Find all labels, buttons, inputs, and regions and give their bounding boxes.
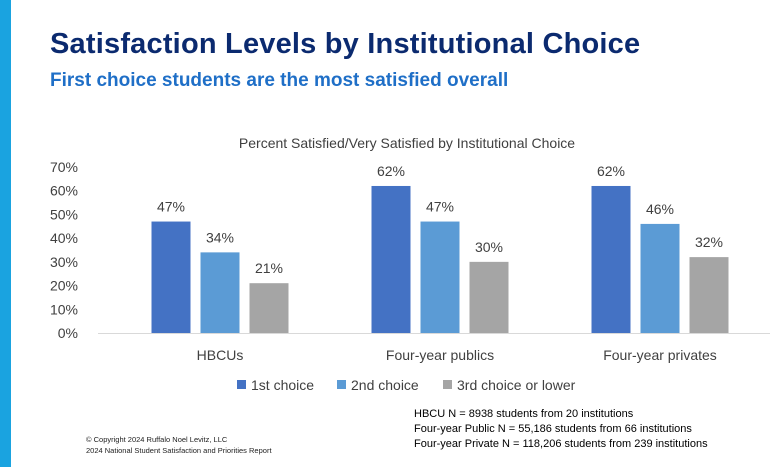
accent-bar [0, 0, 11, 467]
legend-swatch [337, 380, 346, 389]
slide-title: Satisfaction Levels by Institutional Cho… [50, 28, 641, 60]
copyright-text: © Copyright 2024 Ruffalo Noel Levitz, LL… [86, 435, 228, 444]
bar-2nd-choice [420, 221, 460, 333]
bar-1st-choice [591, 185, 631, 333]
y-tick-label: 50% [50, 206, 78, 222]
bar-2nd-choice [200, 252, 240, 333]
bar-1st-choice [371, 185, 411, 333]
footer: © Copyright 2024 Ruffalo Noel Levitz, LL… [86, 434, 272, 456]
legend-label: 3rd choice or lower [457, 377, 576, 393]
note-private: Four-year Private N = 118,206 students f… [414, 438, 708, 450]
chart-title: Percent Satisfied/Very Satisfied by Inst… [239, 135, 575, 151]
x-category-label: HBCUs [197, 347, 244, 363]
sample-size-notes: HBCU N = 8938 students from 20 instituti… [414, 407, 708, 452]
y-tick-label: 60% [50, 183, 78, 199]
legend-swatch [237, 380, 246, 389]
bar-3rd-choice-or-lower [249, 283, 289, 333]
legend-label: 1st choice [251, 377, 314, 393]
bar-data-label: 47% [426, 199, 454, 215]
y-axis: 0% 10% 20% 30% 40% 50% 60% 70% [50, 159, 78, 341]
bar-data-label: 32% [695, 234, 723, 250]
note-hbcu: HBCU N = 8938 students from 20 instituti… [414, 408, 634, 420]
bars: 47% 34% 21% 62% 47% 30% 62% 46% 32% [151, 163, 729, 333]
bar-3rd-choice-or-lower [469, 261, 509, 333]
bar-data-label: 30% [475, 239, 503, 255]
legend-label: 2nd choice [351, 377, 419, 393]
slide-subtitle: First choice students are the most satis… [50, 70, 509, 91]
y-tick-label: 30% [50, 254, 78, 270]
x-category-label: Four-year privates [603, 347, 717, 363]
y-tick-label: 20% [50, 278, 78, 294]
bar-3rd-choice-or-lower [689, 257, 729, 333]
x-axis: HBCUs Four-year publics Four-year privates [98, 333, 770, 363]
x-category-label: Four-year publics [386, 347, 494, 363]
bar-data-label: 62% [597, 163, 625, 179]
y-tick-label: 70% [50, 159, 78, 175]
bar-data-label: 34% [206, 229, 234, 245]
bar-data-label: 47% [157, 199, 185, 215]
y-tick-label: 10% [50, 301, 78, 317]
bar-data-label: 62% [377, 163, 405, 179]
bar-data-label: 21% [255, 260, 283, 276]
y-tick-label: 40% [50, 230, 78, 246]
note-public: Four-year Public N = 55,186 students fro… [414, 423, 692, 435]
legend: 1st choice 2nd choice 3rd choice or lower [237, 377, 576, 393]
bar-2nd-choice [640, 223, 680, 333]
y-tick-label: 0% [58, 325, 78, 341]
report-name: 2024 National Student Satisfaction and P… [86, 446, 272, 455]
bar-data-label: 46% [646, 201, 674, 217]
bar-1st-choice [151, 221, 191, 333]
legend-swatch [443, 380, 452, 389]
